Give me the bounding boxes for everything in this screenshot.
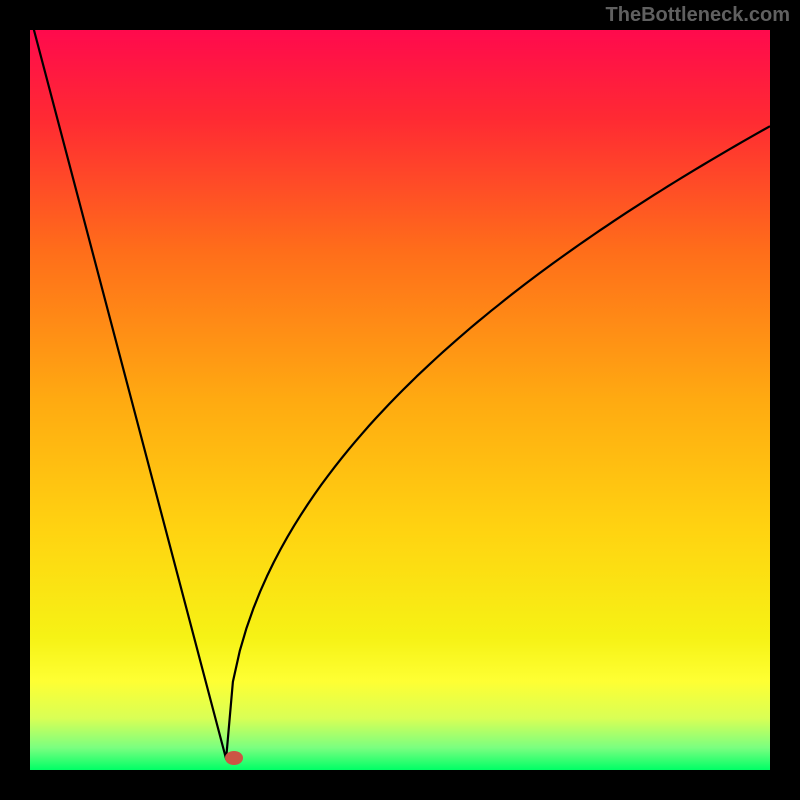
- optimal-point-marker: [225, 751, 243, 765]
- plot-area: [30, 30, 770, 770]
- attribution-text: TheBottleneck.com: [606, 4, 790, 27]
- chart-container: { "attribution": "TheBottleneck.com", "c…: [0, 0, 800, 800]
